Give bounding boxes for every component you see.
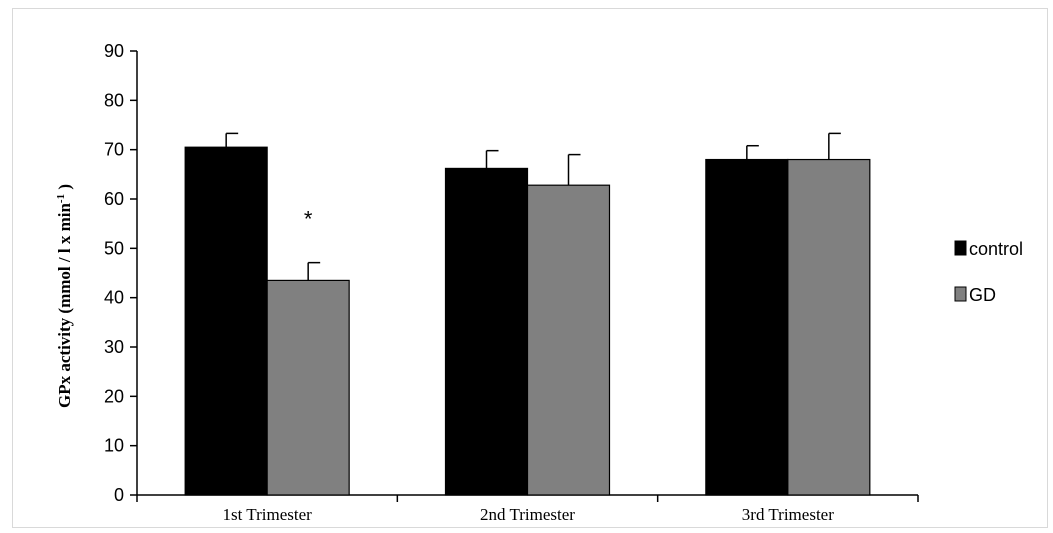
bars [184,146,871,496]
legend-label-control: control [969,239,1023,259]
error-bars [225,132,841,281]
y-tick-label: 20 [104,386,124,406]
y-tick-label: 90 [104,41,124,61]
y-tick-label: 70 [104,140,124,160]
legend: control GD [954,239,1023,305]
x-ticks: 1st Trimester 2nd Trimester 3rd Trimester [136,495,919,524]
bar-gd-2 [526,184,611,496]
bar-control-2 [444,167,529,496]
y-tick-label: 50 [104,238,124,258]
y-tick-label: 30 [104,337,124,357]
y-axis-label: GPx activity (mmol / l x min-1 ) [55,184,74,408]
y-tick-label: 10 [104,436,124,456]
legend-label-gd: GD [969,285,996,305]
y-tick-label: 0 [114,485,124,505]
legend-swatch-gd [954,286,967,302]
y-tick-label: 80 [104,90,124,110]
bar-control-1 [184,146,268,496]
y-tick-label: 60 [104,189,124,209]
x-tick-label: 3rd Trimester [742,505,834,524]
x-tick-label: 1st Trimester [223,505,313,524]
significance-marker: * [304,207,313,232]
annotations: * [304,207,313,232]
y-tick-label: 40 [104,288,124,308]
chart-frame [12,8,1048,528]
bar-gd-3 [787,158,871,496]
bar-gd-1 [266,279,350,496]
legend-swatch-control [954,240,967,256]
y-ticks: 0 10 20 30 40 50 60 70 80 90 [104,41,137,505]
x-tick-label: 2nd Trimester [480,505,575,524]
bar-control-3 [705,158,789,496]
